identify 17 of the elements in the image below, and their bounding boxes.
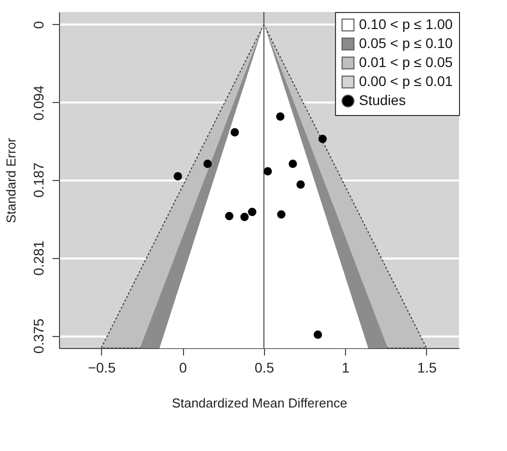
x-tick-label: −0.5: [88, 360, 116, 376]
x-tick-label: 0: [179, 360, 188, 376]
legend-label: Studies: [359, 92, 406, 108]
legend-label: 0.05 < p ≤ 0.10: [359, 35, 453, 51]
y-axis-title: Standard Error: [4, 137, 18, 224]
y-tick-label: 0.281: [30, 240, 46, 276]
y-tick-label: 0.094: [30, 85, 46, 120]
x-tick-label: 1: [342, 360, 350, 376]
y-tick-label: 0.187: [30, 162, 46, 198]
x-axis-title: Standardized Mean Difference: [172, 396, 348, 410]
x-tick-label: 0.5: [254, 360, 274, 376]
legend-label: 0.01 < p ≤ 0.05: [359, 54, 453, 70]
x-tick-label: 1.5: [417, 360, 437, 376]
y-tick-label: 0: [30, 20, 46, 29]
y-tick-label: 0.375: [30, 318, 46, 354]
legend-label: 0.00 < p ≤ 0.01: [359, 73, 453, 89]
legend-label: 0.10 < p ≤ 1.00: [359, 16, 453, 32]
